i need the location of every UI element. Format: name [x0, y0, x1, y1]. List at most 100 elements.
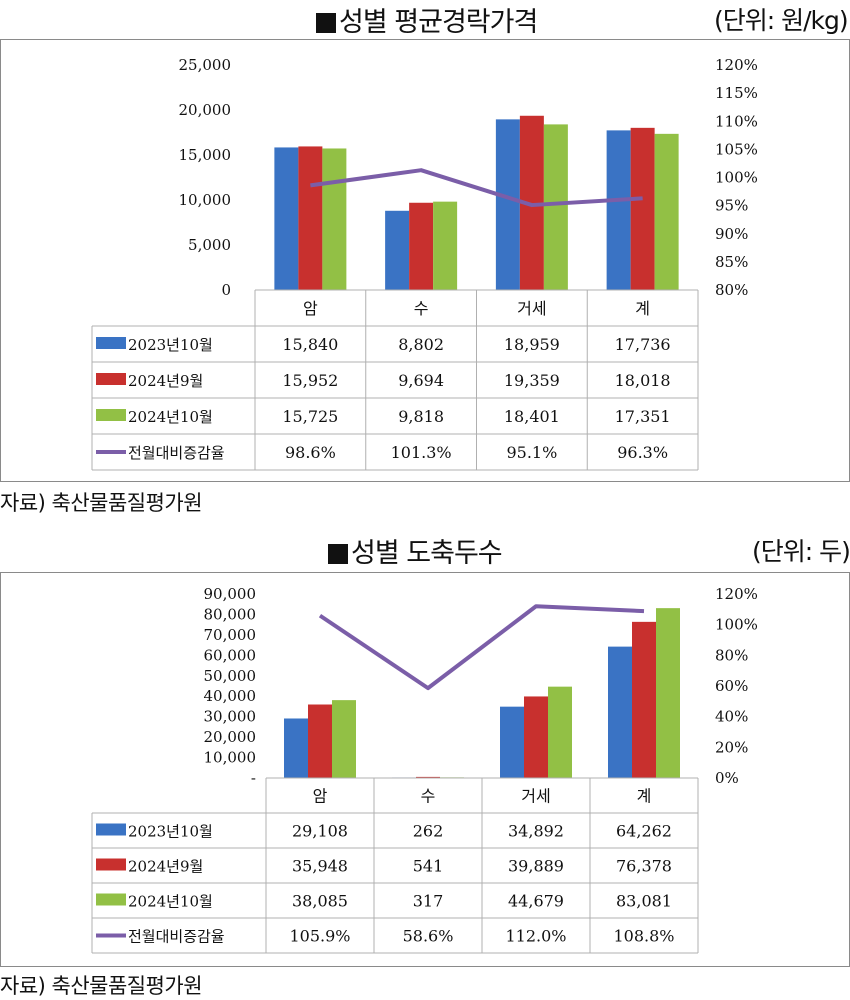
- chart1-bar: [322, 148, 347, 290]
- chart1-title: 성별 평균경락가격: [316, 0, 538, 39]
- chart2-data-label: 541: [413, 857, 444, 876]
- chart2-y-tick-label: 80,000: [204, 605, 257, 623]
- chart1-data-label: 101.3%: [391, 443, 452, 462]
- chart2-source: 자료) 축산물품질평가원: [0, 974, 203, 998]
- chart1-data-label: 15,840: [282, 335, 338, 354]
- chart2-data-label: 44,679: [508, 892, 564, 911]
- chart2-y-tick-label: 50,000: [204, 667, 257, 685]
- chart1-legend-swatch: [96, 337, 126, 349]
- chart1-legend-swatch: [96, 373, 126, 385]
- chart2-category-label: 계: [637, 787, 652, 806]
- chart2-data-label: 39,889: [508, 857, 564, 876]
- chart2-y2-tick-label: 60%: [715, 677, 748, 695]
- chart1-frame: 0 5,000 10,000 15,000 20,000 25,000 80% 85% 90% 9…: [0, 39, 850, 482]
- chart1-category-label: 암: [303, 299, 318, 318]
- chart2-y-tick-label: 70,000: [204, 626, 257, 644]
- chart1-series-name: 2024년9월: [128, 372, 203, 390]
- chart1-svg: 0 5,000 10,000 15,000 20,000 25,000 80% 85% 90% 9…: [91, 56, 758, 471]
- chart1-y2-tick-label: 100%: [715, 169, 758, 187]
- chart2-series-name: 전월대비증감율: [128, 928, 225, 946]
- chart1-data-label: 19,359: [504, 371, 560, 390]
- chart1-bar: [298, 146, 323, 290]
- chart1-data-label: 17,736: [615, 335, 671, 354]
- chart2-legend-swatch: [96, 858, 126, 871]
- chart1-category-label: 거세: [517, 299, 546, 318]
- chart2-data-label: 112.0%: [505, 927, 566, 946]
- chart2-bar: [632, 621, 656, 778]
- chart1-data-label: 9,818: [398, 407, 444, 426]
- chart2-y-tick-label: 30,000: [204, 708, 257, 726]
- chart1-unit: (단위: 원/kg): [714, 6, 849, 35]
- chart1-title-text: 성별 평균경락가격: [339, 7, 538, 38]
- chart2-data-label: 262: [413, 822, 444, 841]
- chart2-bar: [500, 706, 524, 778]
- chart2-y2-tick-label: 100%: [715, 616, 758, 634]
- chart2-series-name: 2023년10월: [128, 823, 213, 841]
- chart1-y2-tick-label: 85%: [715, 253, 748, 271]
- chart2-y-tick-label: -: [251, 769, 256, 787]
- chart1-data-label: 9,694: [398, 371, 444, 390]
- chart1-bar: [409, 202, 434, 290]
- chart1-bar: [433, 201, 458, 290]
- chart2-y2-tick-label: 20%: [715, 738, 748, 756]
- chart1-data-label: 96.3%: [617, 443, 668, 462]
- chart1-y2-tick-label: 115%: [715, 84, 758, 102]
- chart2-category-label: 거세: [521, 787, 550, 806]
- chart1-data-label: 98.6%: [285, 443, 336, 462]
- chart1-bar: [654, 133, 679, 290]
- chart1-y-tick-label: 0: [221, 281, 231, 299]
- chart1-y-tick-label: 25,000: [179, 56, 232, 74]
- chart1-series-name: 2024년10월: [128, 408, 213, 426]
- chart2-data-label: 38,085: [292, 892, 348, 911]
- chart2-series-name: 2024년9월: [128, 858, 203, 876]
- chart1-bar: [630, 127, 655, 290]
- chart2-frame: - 10,000 20,000 30,000 40,000 50,000 60,000 70,…: [0, 572, 850, 967]
- chart2-y2-tick-label: 80%: [715, 646, 748, 664]
- chart1-series-name: 전월대비증감율: [128, 444, 225, 462]
- chart2-y-tick-label: 10,000: [204, 749, 257, 767]
- chart1-data-label: 18,959: [504, 335, 560, 354]
- chart2-category-label: 암: [313, 787, 328, 806]
- chart2-y-tick-label: 60,000: [204, 646, 257, 664]
- chart2-data-label: 29,108: [292, 822, 348, 841]
- chart2-bar: [308, 704, 332, 778]
- chart2-ratio-line: [318, 604, 645, 691]
- chart1-category-label: 계: [635, 299, 650, 318]
- square-bullet-icon: [328, 544, 348, 564]
- chart2-series-name: 2024년10월: [128, 893, 213, 911]
- chart1-y2-tick-label: 105%: [715, 140, 758, 158]
- chart2-y-tick-label: 90,000: [204, 585, 257, 603]
- chart1-bar: [274, 147, 299, 290]
- chart2-data-label: 317: [413, 892, 444, 911]
- chart1-y-tick-label: 10,000: [179, 191, 232, 209]
- chart1-source: 자료) 축산물품질평가원: [0, 491, 203, 515]
- chart1-data-label: 18,018: [615, 371, 671, 390]
- chart2-y-tick-label: 40,000: [204, 687, 257, 705]
- chart2-legend-swatch: [96, 823, 126, 836]
- chart2-title-text: 성별 도축두수: [351, 538, 503, 569]
- chart2-y2-tick-label: 0%: [715, 769, 739, 787]
- chart1-data-label: 15,952: [282, 371, 338, 390]
- chart2-bar: [656, 608, 680, 778]
- chart2-data-label: 64,262: [616, 822, 672, 841]
- chart2-unit: (단위: 두): [752, 537, 850, 566]
- chart1-bar: [385, 210, 410, 290]
- chart2-legend-swatch: [96, 893, 126, 906]
- chart2-y-tick-label: 20,000: [204, 728, 257, 746]
- chart2-data-label: 83,081: [616, 892, 672, 911]
- chart2-data-label: 76,378: [616, 857, 672, 876]
- chart2-data-label: 34,892: [508, 822, 564, 841]
- chart1-y2-tick-label: 80%: [715, 281, 748, 299]
- chart1-data-label: 8,802: [398, 335, 444, 354]
- chart1-data-label: 18,401: [504, 407, 560, 426]
- chart2-bar: [548, 686, 572, 778]
- chart2-y2-tick-label: 40%: [715, 708, 748, 726]
- chart1-data-label: 95.1%: [506, 443, 557, 462]
- chart1-data-label: 15,725: [282, 407, 338, 426]
- chart1-ratio-line: [310, 168, 643, 208]
- chart1-y2-tick-label: 110%: [715, 112, 758, 130]
- chart1-y2-tick-label: 90%: [715, 225, 748, 243]
- chart1-y-tick-label: 20,000: [179, 101, 232, 119]
- chart2-bar: [332, 700, 356, 778]
- chart2-data-label: 105.9%: [289, 927, 350, 946]
